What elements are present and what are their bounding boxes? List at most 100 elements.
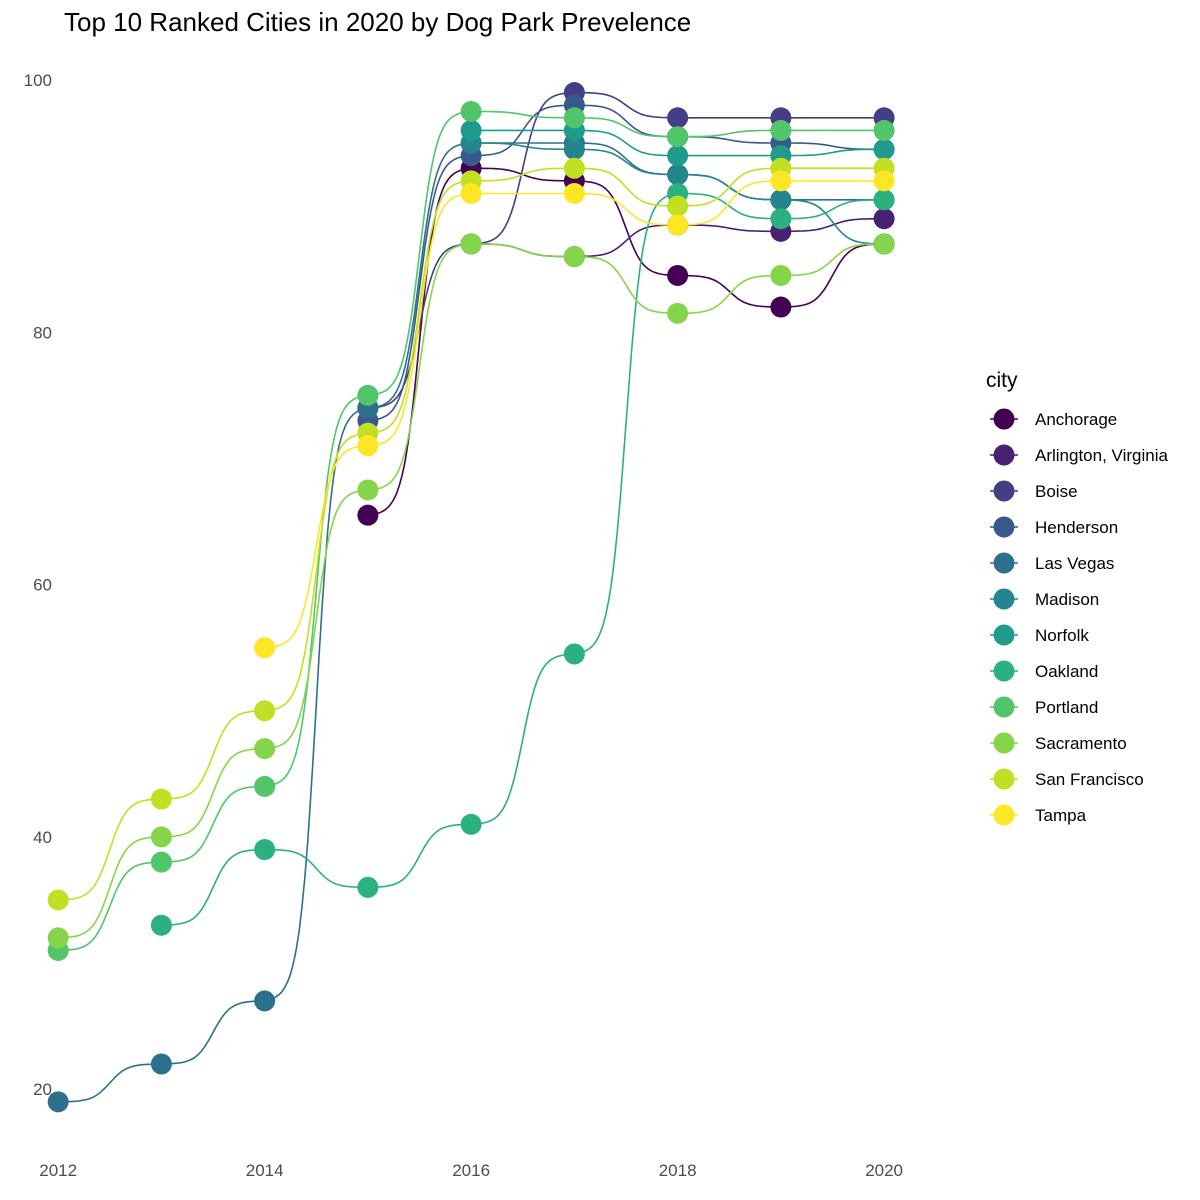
series-line-boise xyxy=(367,91,885,409)
point-las-vegas-2012 xyxy=(47,1091,69,1113)
point-madison-2018 xyxy=(667,164,689,186)
point-oakland-2019 xyxy=(770,208,792,230)
point-las-vegas-2014 xyxy=(254,990,276,1012)
legend-item-arlington-virginia: Arlington, Virginia xyxy=(990,444,1168,466)
point-tampa-2016 xyxy=(460,182,482,204)
legend-key-point-san-francisco xyxy=(993,768,1015,790)
point-san-francisco-2012 xyxy=(47,889,69,911)
series-line-oakland xyxy=(161,192,885,926)
series-line-anchorage xyxy=(367,167,885,516)
y-tick-label-60: 60 xyxy=(33,576,52,595)
legend-key-point-arlington-virginia xyxy=(993,444,1015,466)
point-san-francisco-2018 xyxy=(667,195,689,217)
point-norfolk-2018 xyxy=(667,145,689,167)
legend-label-tampa: Tampa xyxy=(1035,806,1087,825)
point-tampa-2017 xyxy=(563,182,585,204)
series-points xyxy=(47,82,895,1113)
point-sacramento-2017 xyxy=(563,246,585,268)
point-san-francisco-2017 xyxy=(563,157,585,179)
point-sacramento-2020 xyxy=(873,233,895,255)
point-portland-2017 xyxy=(563,107,585,129)
point-portland-2018 xyxy=(667,126,689,148)
point-portland-2016 xyxy=(460,100,482,122)
point-sacramento-2019 xyxy=(770,264,792,286)
point-tampa-2018 xyxy=(667,214,689,236)
legend-label-oakland: Oakland xyxy=(1035,662,1098,681)
x-tick-label-2018: 2018 xyxy=(659,1161,697,1180)
legend-key-point-portland xyxy=(993,696,1015,718)
point-tampa-2019 xyxy=(770,170,792,192)
point-anchorage-2015 xyxy=(357,504,379,526)
legend-label-san-francisco: San Francisco xyxy=(1035,770,1144,789)
legend-label-norfolk: Norfolk xyxy=(1035,626,1089,645)
legend-item-oakland: Oakland xyxy=(990,660,1098,682)
point-portland-2019 xyxy=(770,119,792,141)
legend-item-portland: Portland xyxy=(990,696,1098,718)
legend-key-point-boise xyxy=(993,480,1015,502)
point-madison-2019 xyxy=(770,189,792,211)
y-tick-label-80: 80 xyxy=(33,323,52,342)
x-tick-label-2020: 2020 xyxy=(865,1161,903,1180)
point-oakland-2014 xyxy=(254,839,276,861)
legend-label-boise: Boise xyxy=(1035,482,1078,501)
series-line-san-francisco xyxy=(58,167,885,901)
y-tick-label-40: 40 xyxy=(33,828,52,847)
x-tick-label-2014: 2014 xyxy=(246,1161,284,1180)
legend-label-las-vegas: Las Vegas xyxy=(1035,554,1114,573)
legend: city Anchorage Arlington, Virginia Boise He… xyxy=(986,369,1168,826)
y-tick-label-20: 20 xyxy=(33,1080,52,1099)
series-line-las-vegas xyxy=(58,142,885,1103)
point-oakland-2016 xyxy=(460,813,482,835)
point-tampa-2015 xyxy=(357,435,379,457)
point-sacramento-2018 xyxy=(667,302,689,324)
legend-label-portland: Portland xyxy=(1035,698,1098,717)
point-san-francisco-2014 xyxy=(254,700,276,722)
point-madison-2017 xyxy=(563,138,585,160)
point-portland-2014 xyxy=(254,775,276,797)
legend-item-madison: Madison xyxy=(990,588,1099,610)
point-san-francisco-2013 xyxy=(150,788,172,810)
legend-key-point-norfolk xyxy=(993,624,1015,646)
legend-item-las-vegas: Las Vegas xyxy=(990,552,1114,574)
legend-key-point-madison xyxy=(993,588,1015,610)
point-norfolk-2020 xyxy=(873,138,895,160)
point-sacramento-2013 xyxy=(150,826,172,848)
legend-items: Anchorage Arlington, Virginia Boise Henders… xyxy=(990,408,1168,826)
point-sacramento-2014 xyxy=(254,738,276,760)
legend-item-tampa: Tampa xyxy=(990,804,1087,826)
point-sacramento-2016 xyxy=(460,233,482,255)
point-las-vegas-2013 xyxy=(150,1053,172,1075)
point-portland-2020 xyxy=(873,119,895,141)
point-anchorage-2018 xyxy=(667,264,689,286)
point-oakland-2017 xyxy=(563,643,585,665)
point-oakland-2020 xyxy=(873,189,895,211)
point-sacramento-2015 xyxy=(357,479,379,501)
legend-item-henderson: Henderson xyxy=(990,516,1118,538)
point-portland-2013 xyxy=(150,851,172,873)
chart-title: Top 10 Ranked Cities in 2020 by Dog Park… xyxy=(64,7,691,37)
point-oakland-2013 xyxy=(150,914,172,936)
legend-key-point-oakland xyxy=(993,660,1015,682)
x-tick-label-2012: 2012 xyxy=(39,1161,77,1180)
point-anchorage-2019 xyxy=(770,296,792,318)
point-oakland-2015 xyxy=(357,876,379,898)
legend-label-sacramento: Sacramento xyxy=(1035,734,1127,753)
point-sacramento-2012 xyxy=(47,927,69,949)
point-arlington-virginia-2020 xyxy=(873,208,895,230)
legend-item-sacramento: Sacramento xyxy=(990,732,1127,754)
point-tampa-2020 xyxy=(873,170,895,192)
legend-item-boise: Boise xyxy=(990,480,1078,502)
x-axis: 2012 2014 2016 2018 2020 xyxy=(39,1161,903,1180)
legend-item-norfolk: Norfolk xyxy=(990,624,1089,646)
x-tick-label-2016: 2016 xyxy=(452,1161,490,1180)
legend-key-point-tampa xyxy=(993,804,1015,826)
point-boise-2018 xyxy=(667,107,689,129)
y-tick-label-100: 100 xyxy=(24,71,52,90)
legend-title: city xyxy=(986,369,1018,392)
legend-key-point-las-vegas xyxy=(993,552,1015,574)
point-portland-2015 xyxy=(357,384,379,406)
legend-item-anchorage: Anchorage xyxy=(990,408,1117,430)
series-line-henderson xyxy=(367,104,885,422)
point-tampa-2014 xyxy=(254,637,276,659)
